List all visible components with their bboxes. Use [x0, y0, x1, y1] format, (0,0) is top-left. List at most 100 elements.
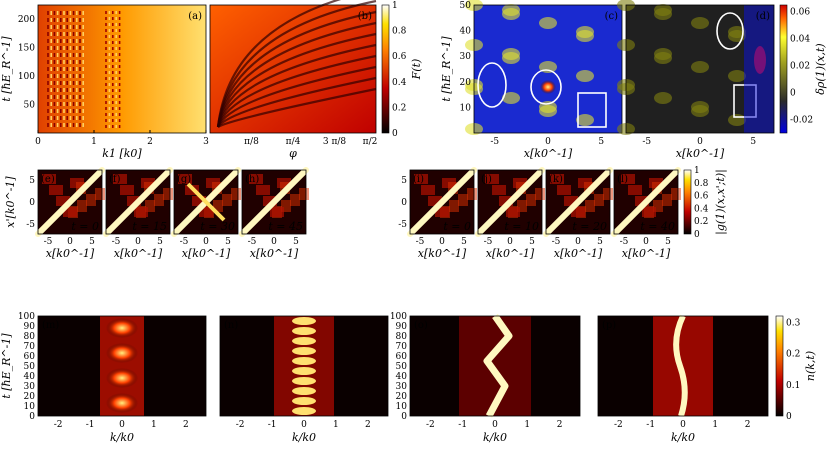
tick-label: 90 [396, 322, 408, 332]
panel-label: (i) [413, 174, 424, 185]
fringe [216, 65, 377, 128]
blob [517, 200, 527, 212]
blob [428, 196, 442, 206]
tick-label: 0 [401, 412, 407, 422]
tick-label: 5 [529, 237, 535, 247]
blob [222, 194, 232, 206]
panel-c: (c) -5 0 5 x[k0^-1] 10 20 30 40 50 t [ħE_R^-1] [440, 0, 623, 160]
tick-label: 2 [147, 137, 153, 147]
panel-label: (b) [358, 11, 372, 22]
tick-label: 70 [396, 342, 408, 352]
tick-label: 3 [203, 137, 209, 147]
colorbar-n: 0 0.1 0.2 0.3 n(k,t) [775, 315, 817, 422]
density-peak [106, 343, 138, 363]
blob [576, 26, 594, 38]
panel-label: (j) [481, 174, 492, 185]
tick-label: -5 [620, 237, 629, 247]
tick-label: 0 [401, 198, 407, 208]
tick-label: 0 [392, 129, 398, 139]
panel-frame [209, 4, 377, 134]
blob [458, 194, 468, 206]
blob [231, 188, 241, 200]
tick-label: 5 [293, 237, 299, 247]
tick-label: -1 [268, 420, 277, 430]
tick-label: 0 [694, 230, 700, 240]
tick-label: -2 [614, 420, 623, 430]
tick-label: 0 [507, 237, 513, 247]
y-axis-label: t [ħE_R^-1] [0, 333, 13, 399]
tick-label: π/4 [286, 137, 301, 147]
blob [621, 174, 635, 184]
panel-g: (g) t = 30 -5 0 5x[k0^-1] [171, 167, 241, 260]
diagonal [475, 167, 545, 237]
diagonal [543, 167, 613, 237]
x-axis-label: k/k0 [483, 431, 507, 444]
tick-label: 0 [203, 237, 209, 247]
tick-label: 50 [24, 101, 36, 111]
tick-label: 1 [91, 137, 97, 147]
blob [654, 4, 672, 16]
tick-label: -5 [398, 220, 407, 230]
highlight-box [577, 92, 607, 128]
x-axis-label: k1 [k0] [102, 147, 142, 160]
density-peak [292, 377, 316, 385]
tick-label: -5 [416, 237, 425, 247]
tick-label: 5 [665, 237, 671, 247]
density-peak [292, 337, 316, 345]
blob [502, 4, 520, 16]
tick-label: 0.6 [392, 52, 407, 62]
diagonal [611, 167, 681, 237]
blob [299, 188, 309, 200]
tick-label: 0 [35, 137, 41, 147]
density-peak [292, 317, 316, 325]
colorbar [775, 315, 784, 417]
blob [585, 200, 595, 212]
density-peak [106, 368, 138, 388]
time-label: t = 10 [504, 220, 539, 233]
panel-label: (p) [602, 320, 616, 331]
tick-label: 30 [460, 52, 472, 62]
y-axis-label: t [ħE_R^-1] [0, 36, 13, 102]
fringe [217, 87, 377, 128]
blob [540, 80, 556, 94]
highlight-ellipse [530, 69, 562, 105]
tick-label: 200 [18, 15, 35, 25]
tick-label: 5 [157, 237, 163, 247]
blob [550, 174, 564, 184]
x-axis-label: x[k0^-1] [418, 247, 467, 260]
time-label: t = 40 [640, 220, 675, 233]
tick-label: 100 [18, 72, 35, 82]
tick-label: -1 [458, 420, 467, 430]
blob [63, 207, 77, 217]
tick-label: 5 [598, 137, 604, 147]
blob [435, 207, 449, 217]
panel-label: (o) [414, 320, 428, 331]
blob [654, 92, 672, 104]
tick-label: 2 [365, 420, 371, 430]
diagonal [239, 167, 309, 237]
panel-f: (f) t = 15 -5 0 5x[k0^-1] [103, 167, 173, 260]
tick-label: 0 [301, 420, 307, 430]
tick-label: 0.04 [790, 35, 810, 45]
blob [576, 114, 594, 126]
y-axis-label: x'[k0^-1] [4, 176, 17, 228]
density-peak [292, 357, 316, 365]
blob [414, 174, 428, 184]
panel-frame [545, 169, 611, 235]
blob [86, 194, 96, 206]
tick-label: 0 [786, 412, 792, 422]
blob [77, 200, 87, 212]
panel-d: (d) -5 0 5 x[k0^-1] -0.02 0 0.02 0.04 0.06 δρ(1)(x… [617, 0, 827, 160]
tick-label: 1 [694, 166, 700, 176]
blob [499, 196, 513, 206]
blob [628, 185, 642, 195]
tick-label: 0 [271, 237, 277, 247]
blob [56, 196, 70, 206]
tick-label: 10 [460, 103, 472, 113]
tick-label: 50 [396, 362, 408, 372]
tick-label: 40 [396, 372, 408, 382]
panel-n: (n) -2 -1 0 1 2 k/k0 [219, 315, 389, 444]
tick-label: 60 [24, 352, 36, 362]
tick-label: 80 [396, 332, 408, 342]
tick-label: 1 [524, 420, 530, 430]
